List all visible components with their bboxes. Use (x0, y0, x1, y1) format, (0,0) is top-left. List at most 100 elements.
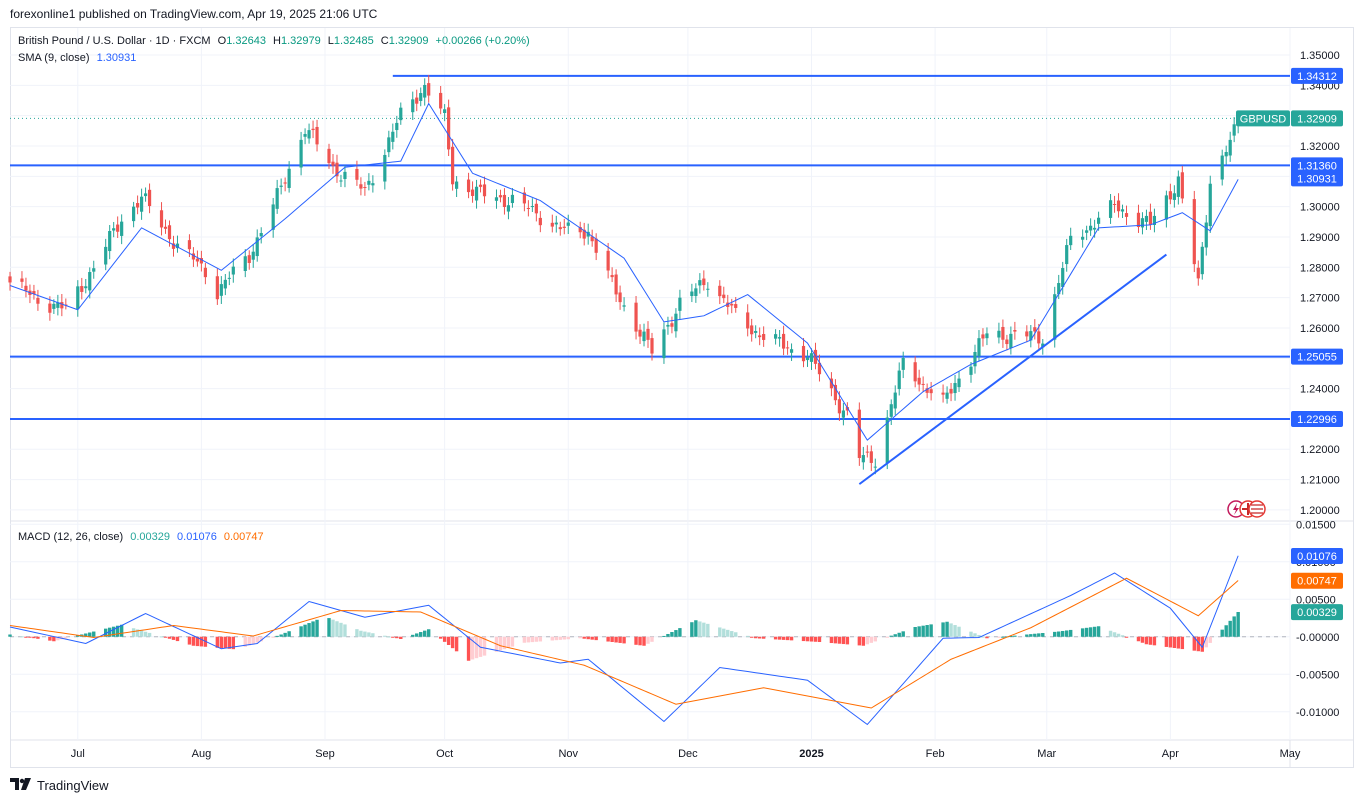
macd-histogram-bar (131, 628, 136, 637)
hist-badge: 0.00329 (1291, 604, 1343, 621)
candle-body (1005, 339, 1009, 345)
macd-tick-label: -0.00500 (1296, 669, 1339, 681)
macd-histogram-bar (929, 624, 933, 637)
candle-body (758, 335, 762, 338)
macd-histogram-bar (538, 636, 543, 642)
candle-body (482, 184, 487, 197)
macd-histogram-bar (411, 634, 415, 637)
candle-body (24, 285, 28, 291)
macd-histogram-bar (1228, 620, 1232, 637)
macd-histogram-bar (753, 636, 758, 639)
macd-histogram-bar (8, 634, 12, 637)
candle-body (1112, 204, 1117, 206)
candle-body (275, 188, 279, 209)
candle-body (550, 222, 554, 227)
macd-legend[interactable]: MACD (12, 26, close) 0.00329 0.01076 0.0… (18, 531, 268, 543)
macd-histogram-bar (690, 622, 694, 637)
candle-body (88, 272, 92, 291)
main-legend: British Pound / U.S. Dollar · 1D · FXCM … (18, 35, 534, 47)
signal-badge: 0.00747 (1291, 572, 1343, 589)
candle-body (817, 362, 822, 375)
candle-body (1037, 331, 1041, 344)
macd-histogram-bar (1224, 625, 1228, 637)
time-tick-label: 2025 (799, 748, 823, 760)
candle-body (949, 388, 953, 394)
macd-histogram-bar (582, 636, 586, 639)
macd-histogram-bar (1124, 636, 1129, 638)
candle-body (562, 226, 566, 228)
symbol-flags-icon[interactable] (1224, 499, 1272, 519)
candle-body (1180, 172, 1184, 199)
macd-histogram-bar (1236, 612, 1240, 637)
footer-brand[interactable]: TradingView (10, 777, 109, 793)
candle-body (1200, 246, 1204, 275)
time-tick-label: Dec (678, 748, 698, 760)
macd-histogram-bar (586, 636, 590, 640)
candle-body (638, 329, 642, 337)
candle-body (662, 329, 666, 359)
macd-histogram-bar (618, 636, 622, 643)
macd-histogram-bar (578, 636, 582, 639)
low-value: 1.32485 (333, 35, 374, 47)
macd-histogram-bar (331, 619, 335, 637)
macd-histogram-bar (953, 625, 957, 637)
sma-legend[interactable]: SMA (9, close) 1.30931 (18, 52, 140, 64)
tradingview-logo-icon (10, 777, 32, 793)
macd-histogram-bar (949, 623, 953, 637)
candle-body (1232, 124, 1236, 136)
time-tick-label: Jul (71, 748, 85, 760)
candle-body (1152, 215, 1157, 225)
hist-badge-label: 0.00329 (1297, 607, 1337, 619)
low-label: L (327, 35, 334, 47)
candle-body (530, 206, 534, 208)
candle-body (423, 84, 427, 98)
macd-histogram-bar (167, 636, 172, 639)
candle-body (1168, 191, 1172, 200)
macd-histogram-bar (147, 632, 152, 637)
candle-body (502, 194, 507, 207)
macd-histogram-bar (634, 636, 638, 645)
candle-body (167, 225, 172, 240)
price-tick-label: 1.35000 (1300, 50, 1340, 62)
macd-histogram-bar (175, 636, 180, 642)
last-price-badge-label: 1.32909 (1297, 113, 1337, 125)
macd-histogram-bar (426, 629, 431, 637)
candle-body (913, 362, 917, 382)
candle-body (80, 286, 84, 292)
chart-frame[interactable] (10, 27, 1354, 768)
candle-body (163, 226, 168, 229)
macd-histogram-bar (327, 618, 331, 637)
candle-body (558, 227, 562, 230)
macd-histogram-bar (450, 636, 455, 649)
macd-histogram-bar (498, 636, 503, 651)
macd-histogram-bar (674, 630, 678, 637)
candle-body (399, 107, 403, 121)
candle-body (311, 128, 315, 131)
signal-badge-bg (1291, 572, 1343, 589)
candle-body (143, 193, 148, 197)
macd-histogram-bar (442, 636, 447, 642)
macd-histogram-bar (1232, 616, 1236, 637)
macd-histogram-bar (945, 621, 949, 637)
macd-histogram-bar (789, 636, 794, 641)
candle-body (56, 302, 60, 308)
candle-body (953, 383, 957, 394)
macd-histogram-bar (889, 635, 893, 637)
macd-histogram-bar (255, 636, 259, 643)
macd-histogram-bar (32, 636, 36, 639)
sma-value: 1.30931 (96, 52, 137, 64)
macd-histogram-bar (801, 636, 806, 642)
candle-body (1029, 331, 1033, 341)
macd-histogram-bar (534, 636, 539, 642)
candle-body (299, 139, 303, 168)
last-price-badge-bg (1291, 110, 1343, 127)
macd-histogram-bar (227, 636, 232, 649)
candle-body (355, 168, 359, 180)
macd-histogram-bar (143, 631, 148, 637)
candle-body (283, 182, 287, 184)
symbol-title[interactable]: British Pound / U.S. Dollar · 1D · FXCM (18, 35, 211, 47)
candle-body (474, 186, 479, 201)
macd-histogram-bar (678, 628, 682, 637)
level-badge-label: 1.31360 (1297, 160, 1337, 172)
